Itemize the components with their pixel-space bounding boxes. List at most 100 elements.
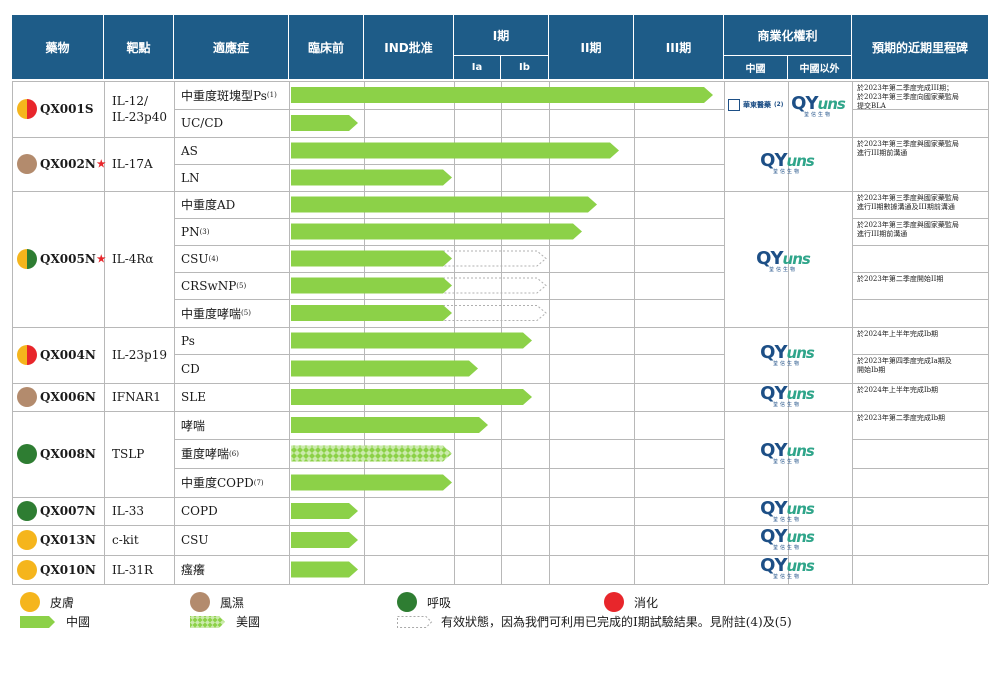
china-progress-bar (291, 305, 452, 321)
footnote-marker: (1) (266, 91, 277, 99)
qyuns-word-main: QY (760, 526, 787, 547)
milestone-divider (852, 218, 988, 219)
qyuns-wordmark: QYuns (760, 526, 815, 547)
legend-us: 美國 (190, 613, 260, 630)
dot-half (27, 249, 37, 269)
indication-text: 中重度AD (181, 198, 236, 212)
china-progress-bar (291, 223, 582, 240)
china-progress-bar (291, 87, 713, 103)
drug-target: c-kit (112, 533, 139, 547)
china-progress-bar (291, 417, 488, 433)
qyuns-word-main: QY (760, 440, 787, 461)
footnote-marker: (6) (229, 449, 239, 458)
qyuns-subtitle: 荃信生物 (772, 574, 801, 580)
indication-label: LN (181, 164, 199, 191)
indication-text: CD (181, 361, 200, 376)
milestone-divider (852, 272, 988, 273)
indication-label: 中重度斑塊型Ps (1) (181, 81, 277, 109)
drug-name-label: QX005N (40, 252, 96, 266)
drug-name-label: QX008N (40, 447, 96, 461)
group-divider (12, 497, 988, 498)
qyuns-word-suffix: uns (786, 442, 815, 460)
column-divider (634, 81, 635, 584)
qyuns-wordmark: QYuns (760, 385, 815, 403)
row-divider (174, 439, 724, 440)
qyuns-wordmark: QYuns (760, 342, 815, 363)
qyuns-subtitle: 荃信生物 (772, 169, 801, 175)
china-progress-bar (291, 115, 358, 131)
effective-stage-outline (443, 305, 547, 321)
milestone-divider (852, 439, 988, 440)
qyuns-wordmark: QYuns (760, 557, 815, 575)
drug-target: IL-4Rα (112, 252, 154, 266)
header-divider (363, 15, 364, 79)
therapeutic-area-dot-icon (17, 154, 37, 174)
header-milestones: 預期的近期里程碑 (852, 15, 988, 79)
qyuns-subtitle: 荃信生物 (772, 361, 801, 367)
indication-text: 瘙癢 (181, 563, 206, 577)
drug-target: IL-17A (112, 157, 153, 171)
qyuns-word-main: QY (760, 342, 787, 363)
milestone-divider (852, 468, 988, 469)
qyuns-subtitle: 荃信生物 (772, 545, 801, 551)
indication-label: Ps (181, 327, 195, 354)
header-divider (288, 15, 289, 79)
milestone-text: 於2023年第二季度完成Ib期 (857, 414, 946, 422)
drug-target: IL-31R (112, 562, 154, 577)
qyuns-logo: QYuns 荃信生物 (757, 499, 817, 525)
indication-label: CSU (181, 525, 209, 555)
milestone-divider (852, 327, 988, 328)
indication-label: COPD (181, 497, 218, 525)
group-divider (12, 383, 988, 384)
milestone-text: 於2023年第四季度完成Ia期及 開始Ib期 (857, 357, 952, 374)
header-preclinical: 臨床前 (289, 15, 363, 79)
legend-digest: 消化 (604, 592, 658, 612)
legend-effective: 有效狀態，因為我們可利用已完成的I期試驗結果。見附註(4)及(5) (397, 613, 792, 630)
china-progress-bar (291, 532, 358, 548)
milestone-text: 於2023年第二季度完成III期； 於2023年第三季度向國家藥監局 提交BLA (857, 84, 959, 110)
china-progress-bar (291, 561, 358, 578)
header-divider (851, 15, 852, 79)
indication-text: 中重度哮喘 (181, 306, 242, 321)
china-progress-bar (291, 503, 358, 519)
group-divider (12, 525, 988, 526)
legend-resp-label: 呼吸 (427, 595, 452, 610)
indication-text: UC/CD (181, 116, 224, 130)
star-icon: ★ (96, 158, 106, 170)
column-divider (852, 81, 853, 584)
legend-china: 中國 (20, 613, 90, 630)
indication-label: CSU (4) (181, 245, 218, 272)
header-divider (103, 15, 104, 79)
header-phase2: II期 (549, 15, 633, 79)
qyuns-word-main: QY (756, 248, 783, 269)
group-divider (12, 411, 988, 412)
header-rights: 商業化權利 (724, 15, 851, 55)
header-divider (453, 15, 454, 79)
qyuns-word-suffix: uns (786, 152, 815, 170)
qyuns-logo: QYuns 荃信生物 (757, 441, 817, 467)
indication-text: LN (181, 170, 200, 185)
column-divider (788, 81, 789, 584)
indication-text: 哮喘 (181, 418, 206, 433)
drug-target: IL-12/ IL-23p40 (112, 94, 167, 124)
group-divider (12, 555, 988, 556)
indication-label: 中重度COPD (7) (181, 468, 264, 497)
header-rights-ex-china: 中國以外 (788, 56, 851, 79)
qyuns-wordmark: QYuns (756, 248, 811, 269)
legend-rheum: 風濕 (190, 592, 244, 612)
indication-text: AS (181, 143, 198, 158)
qyuns-word-suffix: uns (786, 500, 815, 518)
header-divider (454, 55, 548, 56)
group-divider (12, 191, 988, 192)
qyuns-logo: QYuns 荃信生物 (753, 249, 813, 275)
drug-name-label: QX002N (40, 157, 96, 171)
qyuns-word-suffix: uns (786, 344, 815, 362)
qyuns-logo: QYuns 荃信生物 (757, 151, 817, 177)
header-divider (633, 15, 634, 79)
qyuns-logo: QYuns 荃信生物 (757, 527, 817, 553)
dot-half (27, 99, 37, 119)
us-bar-icon (190, 615, 225, 628)
header-divider (723, 15, 724, 79)
indication-text: PN (181, 224, 200, 239)
